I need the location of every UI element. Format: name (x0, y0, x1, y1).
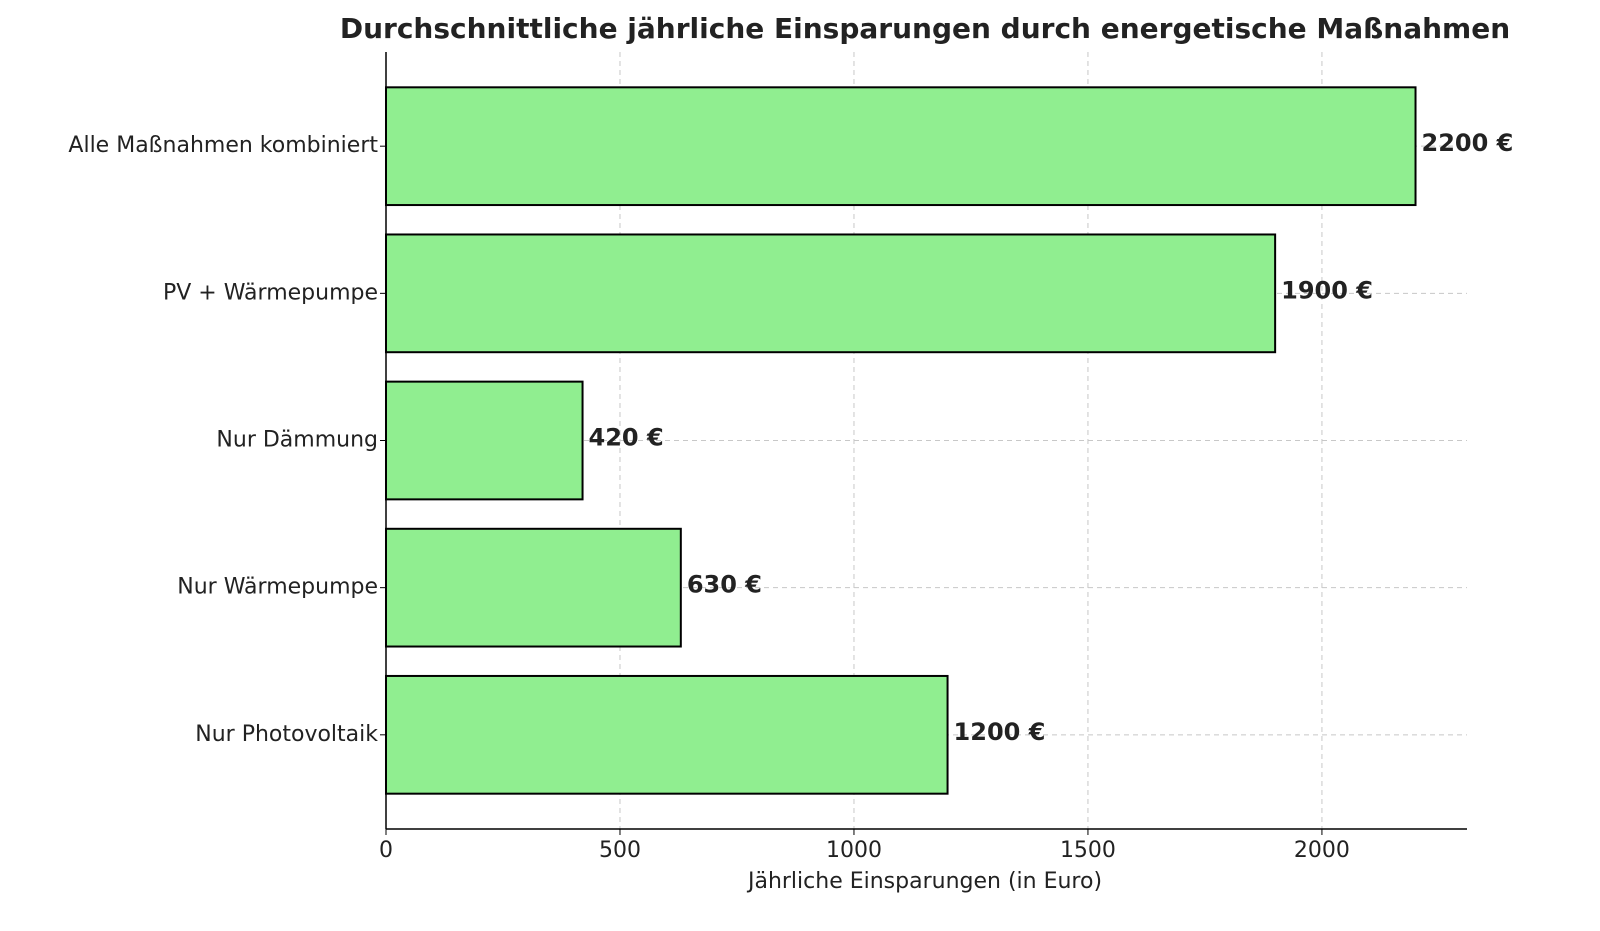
x-tick-label: 0 (379, 838, 393, 863)
x-tick-label: 500 (599, 838, 641, 863)
value-label: 1200 € (954, 718, 1046, 746)
y-tick-label: PV + Wärmepumpe (163, 280, 378, 305)
bar (385, 86, 1417, 207)
value-label: 630 € (687, 571, 762, 599)
y-tick-label: Nur Photovoltaik (195, 722, 378, 747)
y-tick-label: Nur Dämmung (216, 428, 378, 453)
bar (385, 233, 1277, 354)
bar (385, 380, 584, 501)
value-label: 2200 € (1422, 129, 1514, 157)
value-label: 420 € (589, 424, 664, 452)
x-axis-label: Jährliche Einsparungen (in Euro) (746, 869, 1102, 894)
y-tick-label: Nur Wärmepumpe (177, 575, 378, 600)
bar (385, 674, 949, 795)
bar (385, 527, 682, 648)
x-tick-label: 2000 (1294, 838, 1350, 863)
value-label: 1900 € (1281, 276, 1373, 304)
chart-title: Durchschnittliche jährliche Einsparungen… (340, 12, 1510, 45)
x-tick-label: 1500 (1060, 838, 1116, 863)
x-tick-label: 1000 (826, 838, 882, 863)
y-tick-label: Alle Maßnahmen kombiniert (68, 133, 378, 158)
